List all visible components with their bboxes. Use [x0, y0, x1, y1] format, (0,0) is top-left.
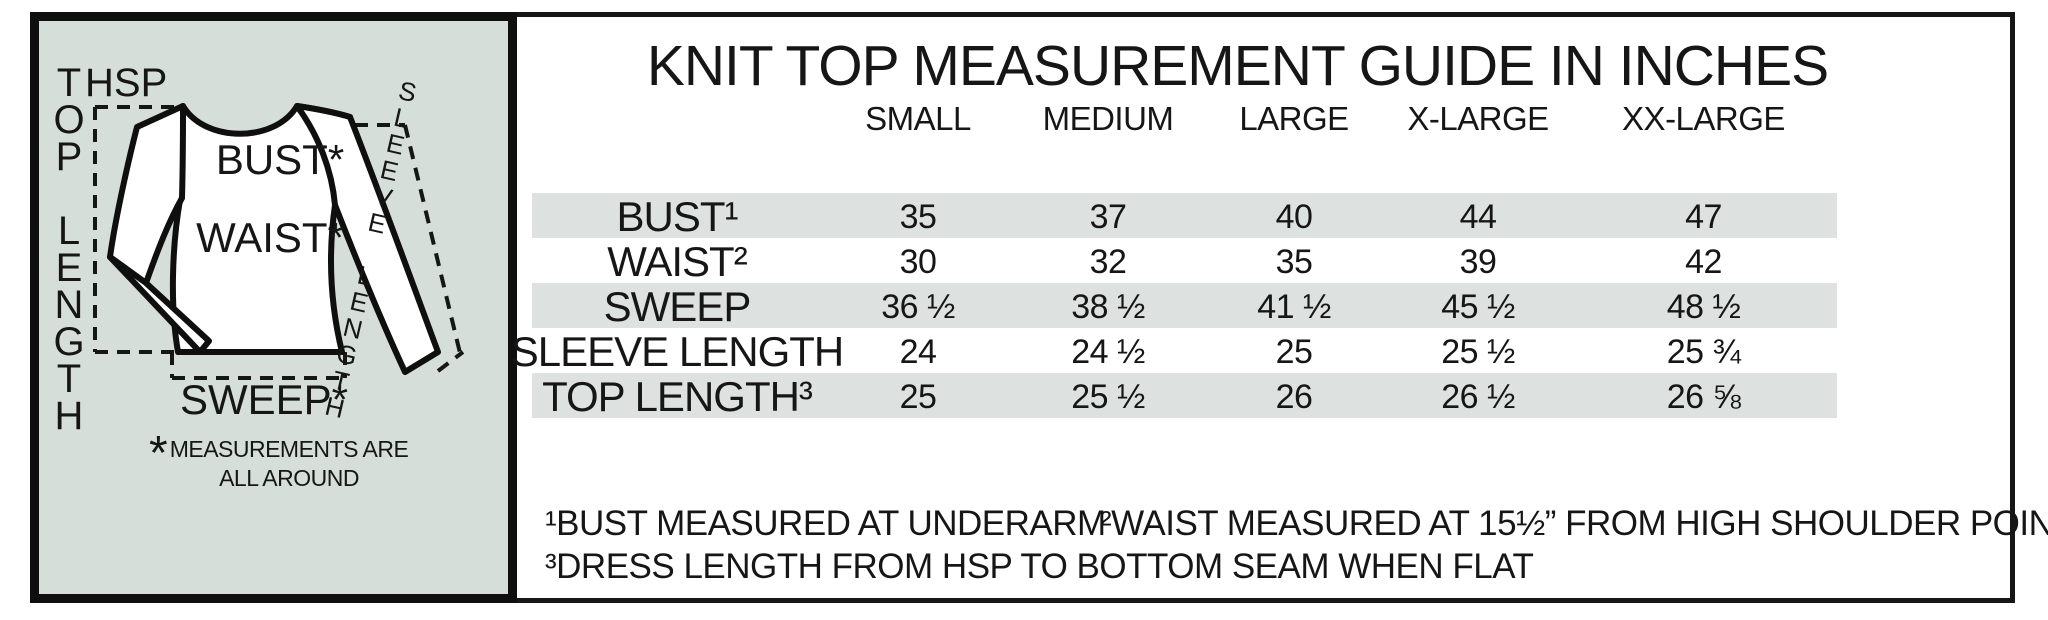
shirt-right-sleeve [294, 103, 441, 375]
sweep-label: SWEEP* [179, 376, 349, 423]
sweep-large: 41 ½ [1257, 287, 1331, 326]
toplen-x-large: 26 ½ [1441, 377, 1515, 416]
page-title: KNIT TOP MEASUREMENT GUIDE IN INCHES [646, 34, 1829, 98]
header-gap [532, 143, 1837, 193]
note-line-1: MEASUREMENTS ARE [169, 436, 409, 462]
top-length-label: TOP LENGTH [47, 61, 91, 431]
bust-small: 35 [899, 197, 937, 236]
sleeve-xx-large: 25 ¾ [1666, 332, 1741, 371]
shirt-left-forearm [107, 254, 212, 355]
table-row-sweep: SWEEP 36 ½ 38 ½ 41 ½ 45 ½ 48 ½ [532, 283, 1837, 330]
header-empty-cell [532, 95, 822, 143]
sleeve-dash-tick-bottom [436, 350, 465, 373]
header-x-large: X-LARGE [1407, 100, 1549, 137]
header-xx-large: XX-LARGE [1622, 100, 1785, 137]
table-row-top-length: TOP LENGTH³ 25 25 ½ 26 26 ½ 26 ⅝ [532, 373, 1837, 420]
bust-x-large: 44 [1459, 197, 1497, 236]
bust-medium: 37 [1089, 197, 1127, 236]
toplen-large: 26 [1275, 377, 1313, 416]
toplen-small: 25 [899, 377, 937, 416]
bust-xx-large: 47 [1685, 197, 1722, 236]
sleeve-dash-diagonal [403, 124, 462, 354]
sweep-xx-large: 48 ½ [1666, 287, 1741, 326]
table-header-row: SMALL MEDIUM LARGE X-LARGE XX-LARGE [532, 95, 1837, 143]
waist-medium: 32 [1089, 242, 1127, 281]
waist-xx-large: 42 [1685, 242, 1722, 281]
knit-top-illustration [93, 103, 465, 380]
sweep-x-large: 45 ½ [1441, 287, 1515, 326]
measurement-table: SMALL MEDIUM LARGE X-LARGE XX-LARGE BUST… [510, 95, 1837, 420]
bust-large: 40 [1275, 197, 1313, 236]
garment-diagram-box: TOP LENGTH HSP BUST* WAIST* SWEEP* SLEEV… [30, 12, 517, 603]
asterisk-mark: * [149, 427, 168, 480]
table-row-waist: WAIST² 30 32 35 39 42 [532, 238, 1837, 285]
waist-small: 30 [899, 242, 937, 281]
sleeve-x-large: 25 ½ [1441, 332, 1515, 371]
header-small: SMALL [865, 100, 971, 137]
row-label-bust: BUST¹ [616, 193, 739, 240]
shirt-outline [107, 103, 441, 375]
sleeve-large: 25 [1275, 332, 1313, 371]
header-medium: MEDIUM [1042, 100, 1174, 137]
footnote-waist: ²WAIST MEASURED AT 15½” FROM HIGH SHOULD… [1100, 504, 2048, 543]
sweep-medium: 38 ½ [1071, 287, 1145, 326]
note-line-2: ALL AROUND [219, 465, 359, 492]
toplen-medium: 25 ½ [1071, 377, 1145, 416]
waist-label: WAIST* [196, 214, 344, 261]
bust-label: BUST* [215, 136, 345, 183]
hsp-label: HSP [85, 61, 168, 105]
all-around-note: * MEASUREMENTS ARE ALL AROUND [149, 427, 409, 494]
waist-x-large: 39 [1459, 242, 1497, 281]
row-label-sleeve-length: SLEEVE LENGTH [510, 328, 844, 375]
waist-large: 35 [1275, 242, 1313, 281]
row-label-sweep: SWEEP [603, 283, 752, 330]
table-row-sleeve-length: SLEEVE LENGTH 24 24 ½ 25 25 ½ 25 ¾ [510, 328, 1837, 375]
sweep-small: 36 ½ [881, 287, 955, 326]
table-row-bust: BUST¹ 35 37 40 44 47 [532, 193, 1837, 240]
sleeve-medium: 24 ½ [1071, 332, 1145, 371]
shirt-left-upper-sleeve [107, 103, 186, 286]
footnote-dress-length: ³DRESS LENGTH FROM HSP TO BOTTOM SEAM WH… [545, 547, 1534, 586]
footnote-bust: ¹BUST MEASURED AT UNDERARM [545, 504, 1106, 543]
row-label-waist: WAIST² [607, 238, 747, 285]
header-large: LARGE [1239, 100, 1349, 137]
toplen-xx-large: 26 ⅝ [1666, 377, 1741, 416]
sleeve-small: 24 [899, 332, 937, 371]
row-label-top-length: TOP LENGTH³ [542, 373, 813, 420]
